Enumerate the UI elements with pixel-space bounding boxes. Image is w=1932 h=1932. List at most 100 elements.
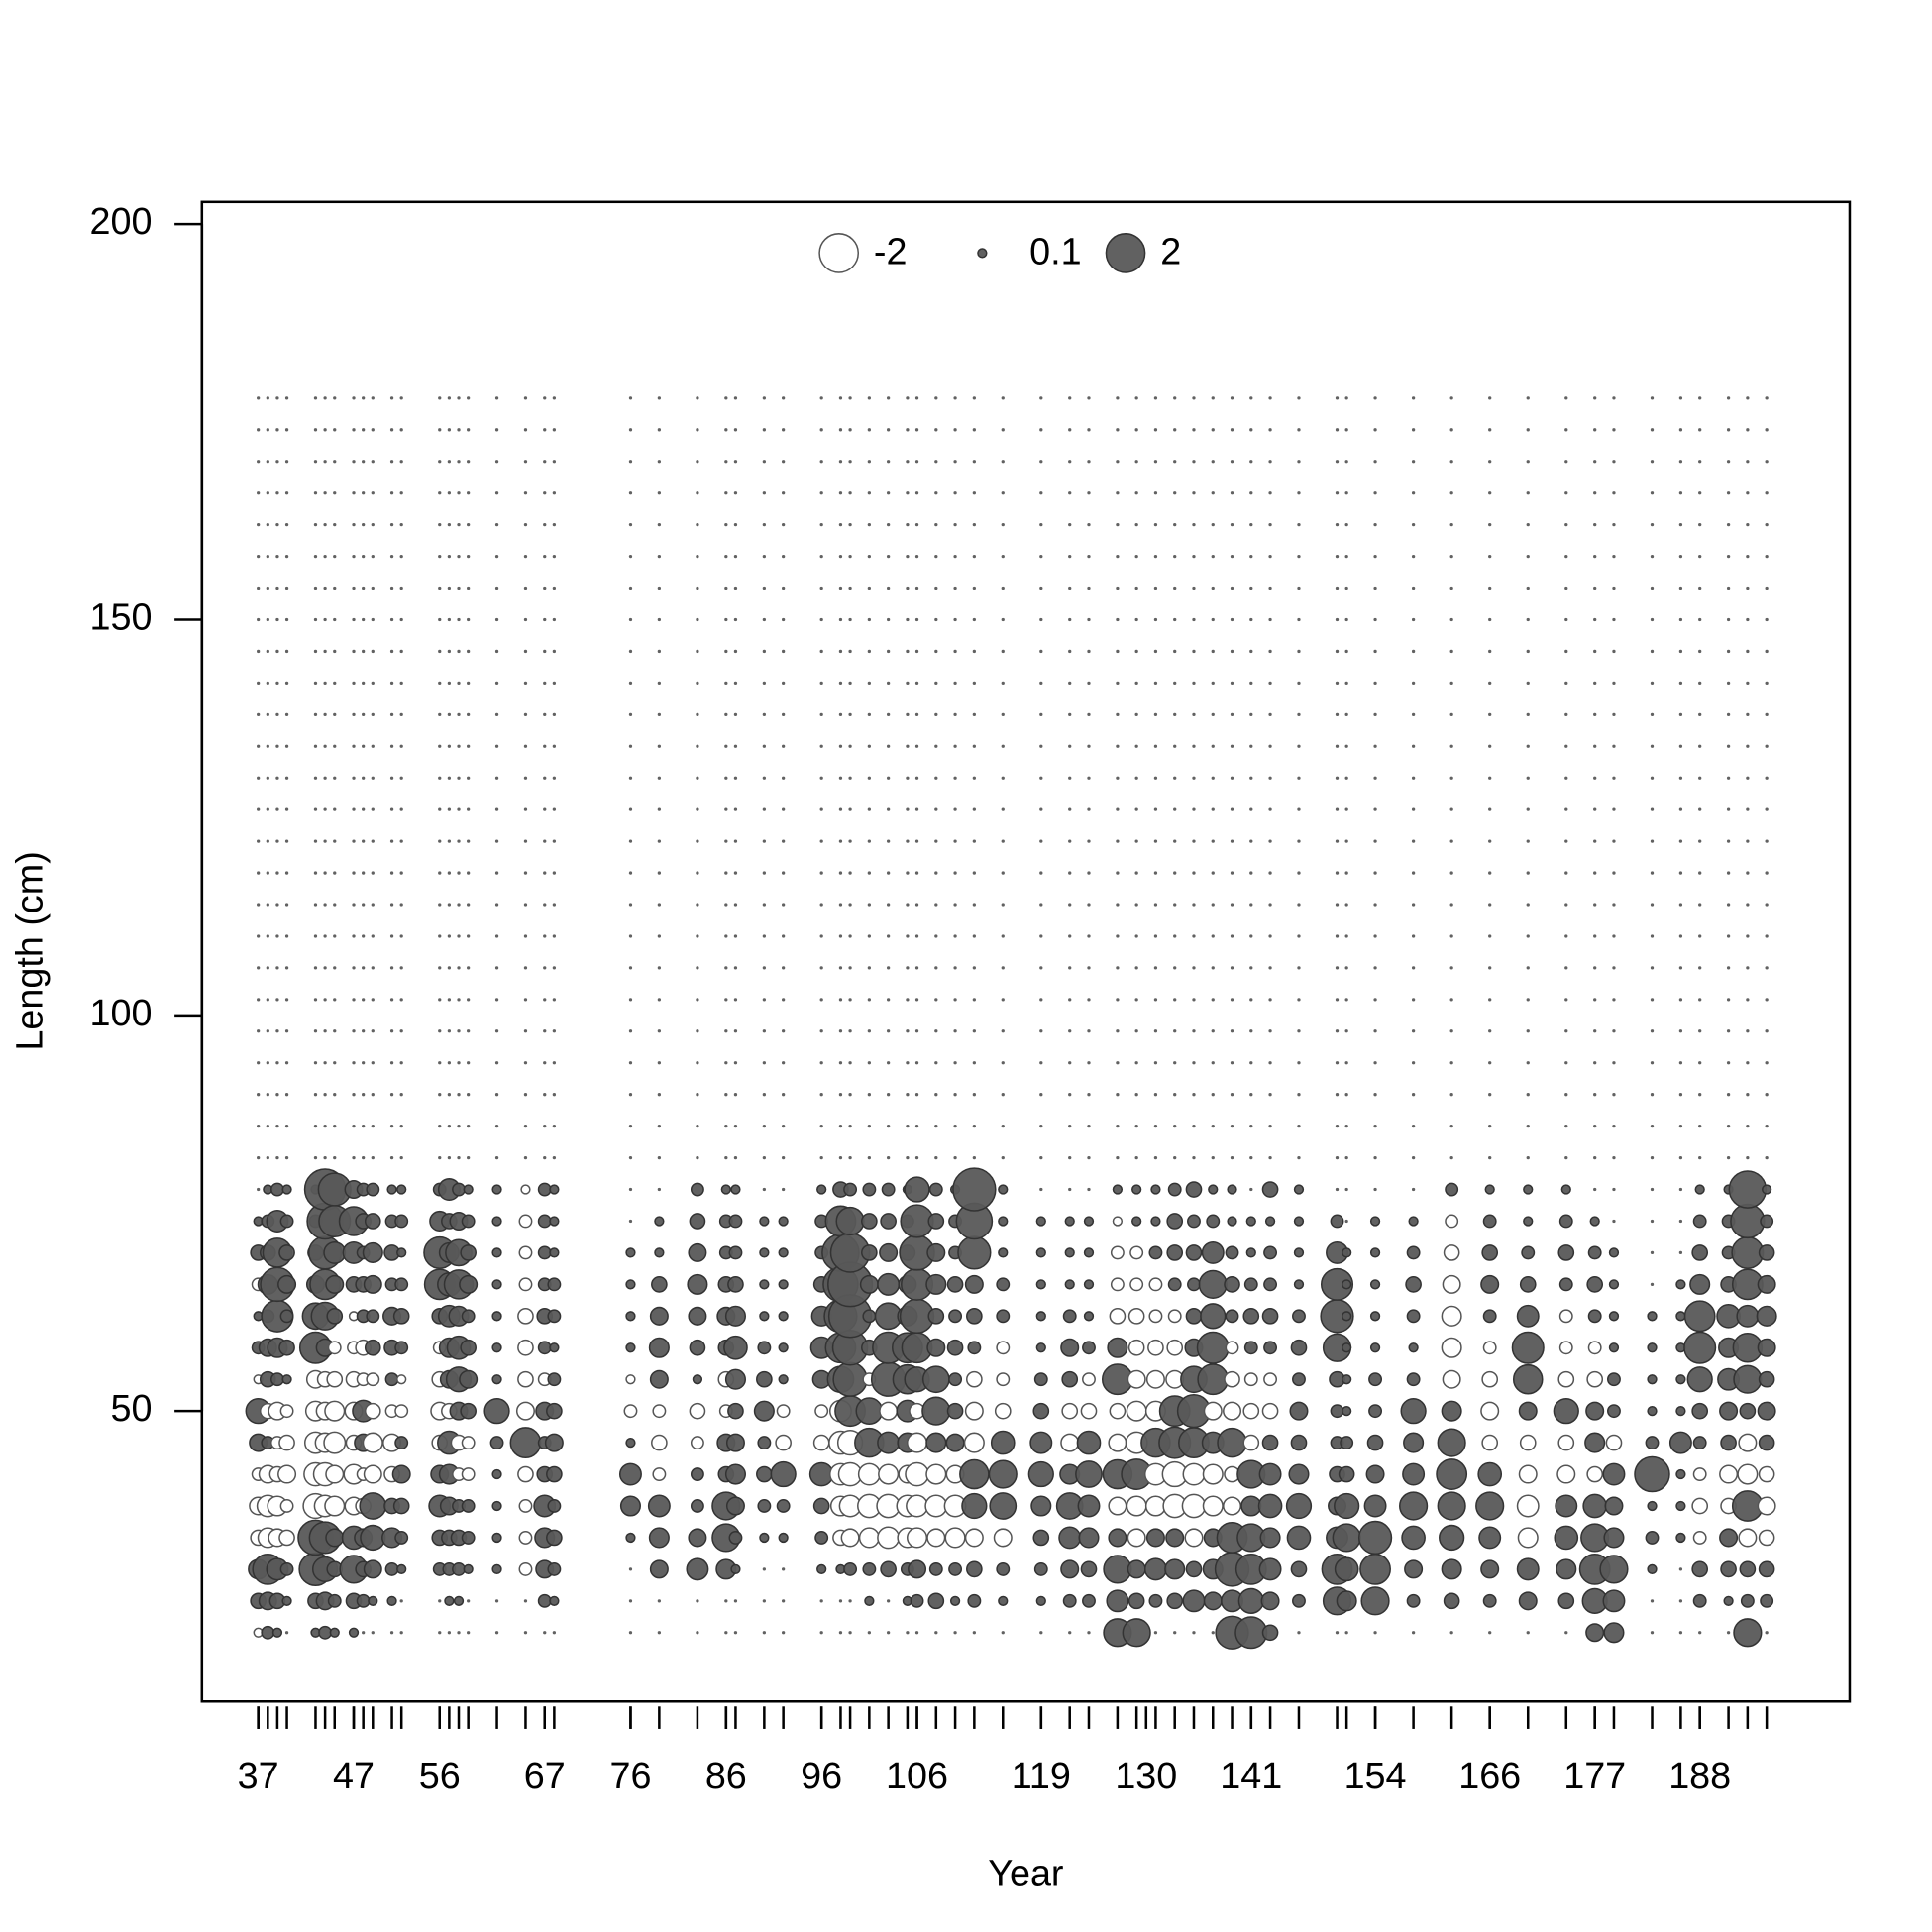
bubble: [313, 460, 318, 464]
bubble: [733, 586, 738, 590]
bubble: [1087, 871, 1091, 875]
bubble: [457, 966, 461, 970]
bubble: [523, 586, 528, 590]
bubble: [1245, 1247, 1256, 1258]
bubble: [914, 807, 919, 811]
bubble: [1087, 617, 1091, 622]
bubble: [1290, 1434, 1308, 1451]
bubble: [1202, 1495, 1224, 1517]
bubble: [1719, 1528, 1739, 1548]
bubble: [1173, 903, 1177, 907]
bubble: [467, 1029, 471, 1033]
bubble: [261, 1625, 275, 1640]
bubble: [1373, 1187, 1377, 1192]
bubble: [688, 1528, 707, 1548]
bubble: [447, 1061, 452, 1065]
bubble: [1691, 1560, 1709, 1578]
bubble: [1363, 1494, 1387, 1518]
bubble: [266, 554, 269, 559]
bubble: [867, 966, 871, 970]
bubble: [371, 1029, 375, 1033]
bubble: [438, 1029, 442, 1033]
bubble: [1526, 712, 1530, 716]
bubble: [1268, 681, 1272, 686]
bubble: [914, 460, 919, 464]
bubble: [838, 998, 843, 1002]
bubble: [1068, 649, 1072, 654]
bubble: [364, 1213, 381, 1230]
bubble: [325, 1274, 345, 1294]
bubble: [284, 1155, 289, 1160]
bubble: [1698, 871, 1702, 875]
bubble: [819, 523, 823, 527]
bubble: [1726, 712, 1731, 716]
bubble: [1449, 1155, 1453, 1160]
bubble: [1526, 586, 1530, 590]
bubble: [733, 1093, 738, 1097]
bubble: [728, 1214, 743, 1229]
bubble: [1344, 617, 1348, 622]
bubble: [862, 1182, 877, 1197]
bubble: [1297, 617, 1301, 622]
bubble: [1268, 839, 1272, 843]
bubble: [552, 903, 557, 907]
bubble: [1445, 1182, 1459, 1197]
bubble: [886, 1029, 891, 1033]
bubble: [1726, 681, 1731, 686]
bubble: [914, 396, 919, 400]
bubble: [266, 903, 269, 907]
bubble: [1290, 1560, 1308, 1578]
bubble: [906, 871, 910, 875]
bubble: [1675, 1311, 1686, 1322]
bubble: [1344, 1093, 1348, 1097]
bubble: [1441, 1400, 1462, 1422]
bubble: [724, 649, 728, 654]
bubble: [1032, 1402, 1050, 1420]
bubble: [438, 776, 442, 780]
bubble: [371, 523, 375, 527]
bubble: [363, 1464, 382, 1484]
bubble: [1593, 428, 1597, 432]
bubble: [313, 712, 318, 716]
bubble: [1650, 681, 1655, 686]
bubble: [1217, 1427, 1247, 1458]
bubble: [1593, 649, 1597, 654]
bubble: [1106, 1589, 1129, 1613]
bubble: [724, 554, 728, 559]
bubble: [628, 649, 633, 654]
bubble: [867, 1125, 871, 1128]
bubble: [1593, 396, 1597, 400]
bubble: [1001, 1093, 1005, 1097]
bubble: [906, 839, 910, 843]
bubble: [1373, 839, 1377, 843]
bubble: [389, 744, 394, 748]
bubble: [724, 903, 728, 907]
bubble: [352, 966, 356, 970]
bubble: [1068, 523, 1072, 527]
bubble: [1612, 839, 1616, 843]
bubble: [1060, 1559, 1080, 1579]
bubble: [1558, 1277, 1573, 1292]
bubble: [333, 744, 337, 748]
bubble: [543, 712, 547, 716]
bubble: [279, 1309, 294, 1324]
bubble: [623, 1404, 638, 1419]
bubble: [266, 1155, 269, 1160]
bubble: [457, 1125, 461, 1128]
bubble: [953, 460, 957, 464]
bubble: [1211, 396, 1215, 400]
bubble: [776, 1404, 791, 1419]
bubble: [886, 1155, 891, 1160]
bubble: [1116, 1029, 1120, 1033]
bubble: [1406, 1372, 1421, 1387]
bubble: [494, 1125, 499, 1128]
bubble: [1692, 1467, 1707, 1481]
bubble: [257, 807, 261, 811]
bubble: [972, 1093, 976, 1097]
bubble: [313, 1155, 318, 1160]
bubble: [1739, 1560, 1757, 1578]
bubble: [1035, 1311, 1046, 1322]
legend-label: -2: [874, 231, 908, 272]
bubble: [1297, 1061, 1301, 1065]
bubble: [1134, 966, 1138, 970]
